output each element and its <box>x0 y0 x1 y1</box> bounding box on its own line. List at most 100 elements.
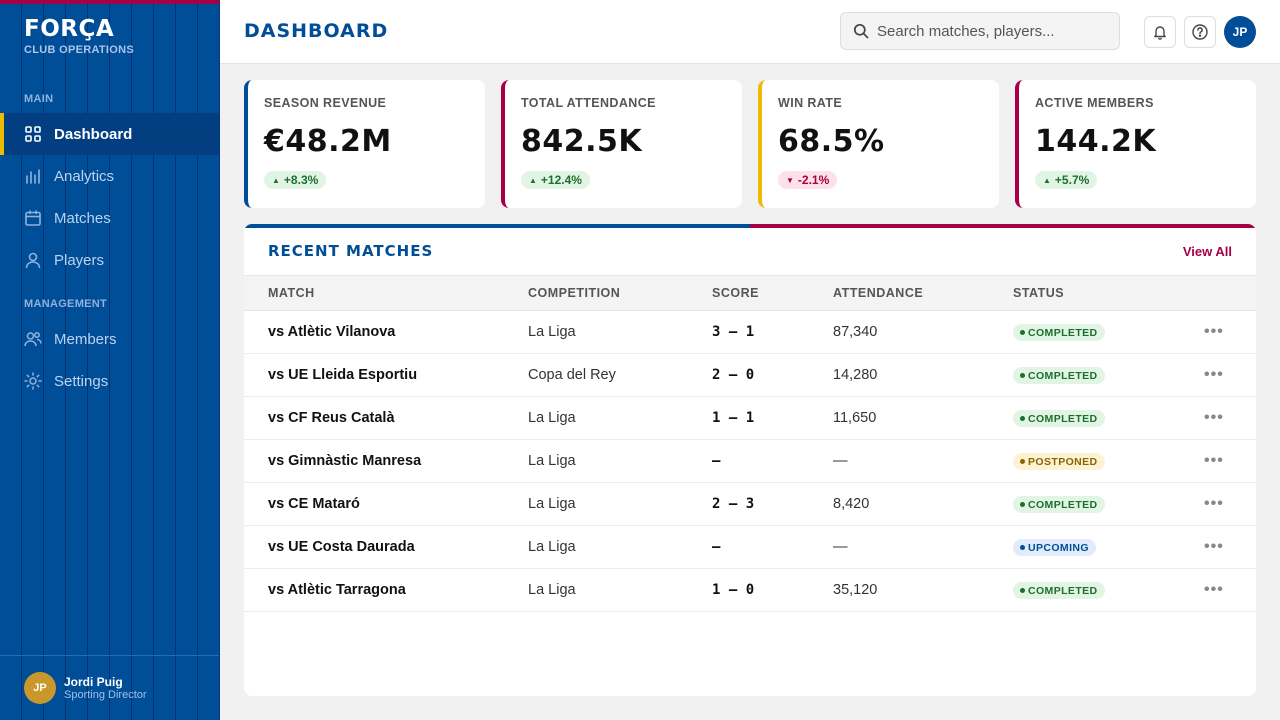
score-cell: – <box>712 453 721 469</box>
kpi-change: +12.4% <box>540 173 582 187</box>
column-header-attendance[interactable]: ATTENDANCE <box>833 286 924 300</box>
nav-section-main: MAIN <box>24 93 54 105</box>
arrow-down-icon: ▼ <box>786 175 794 185</box>
more-options-icon[interactable]: ••• <box>1204 581 1224 598</box>
sidebar-item-label: Matches <box>54 209 111 227</box>
table-row[interactable]: vs UE Lleida Esportiu Copa del Rey 2 – 0 14… <box>244 354 1256 397</box>
status-badge: COMPLETED <box>1013 582 1105 599</box>
score-cell: 3 – 1 <box>712 324 755 340</box>
panel-accent-stripe <box>244 224 1256 228</box>
sidebar-item-label: Analytics <box>54 167 115 185</box>
match-cell[interactable]: vs CE Mataró <box>268 496 360 512</box>
status-badge: COMPLETED <box>1013 496 1105 513</box>
more-options-icon[interactable]: ••• <box>1204 452 1224 469</box>
sidebar-item-settings[interactable]: Settings <box>0 360 219 402</box>
column-header-competition[interactable]: COMPETITION <box>528 286 621 300</box>
kpi-change-badge: ▲ +12.4% <box>521 171 590 189</box>
attendance-cell: — <box>833 453 848 469</box>
bar-chart-icon <box>24 167 42 185</box>
kpi-change: +8.3% <box>283 173 319 187</box>
column-header-status[interactable]: STATUS <box>1013 286 1065 300</box>
match-cell[interactable]: vs Atlètic Tarragona <box>268 582 406 598</box>
recent-matches-panel: RECENT MATCHES View All MATCH COMPETITIO… <box>244 224 1256 696</box>
kpi-change-badge: ▼ -2.1% <box>778 171 838 189</box>
match-cell[interactable]: vs Gimnàstic Manresa <box>268 453 422 469</box>
status-dot-icon <box>1020 459 1025 464</box>
kpi-card-win-rate: WIN RATE 68.5% ▼ -2.1% <box>758 80 999 208</box>
column-header-score[interactable]: SCORE <box>712 286 759 300</box>
competition-cell: La Liga <box>528 453 576 469</box>
table-row[interactable]: vs Atlètic Vilanova La Liga 3 – 1 87,340 COM… <box>244 311 1256 354</box>
table-row[interactable]: vs Gimnàstic Manresa La Liga – — POSTPONED ••… <box>244 440 1256 483</box>
match-cell[interactable]: vs Atlètic Vilanova <box>268 324 396 340</box>
arrow-up-icon: ▲ <box>529 175 537 185</box>
attendance-cell: 87,340 <box>833 324 878 340</box>
search-box[interactable] <box>840 12 1120 50</box>
search-input[interactable] <box>877 22 1107 40</box>
status-label: POSTPONED <box>1028 455 1098 468</box>
table-row[interactable]: vs Atlètic Tarragona La Liga 1 – 0 35,120 CO… <box>244 569 1256 612</box>
match-cell[interactable]: vs UE Costa Daurada <box>268 539 415 555</box>
attendance-cell: — <box>833 539 848 555</box>
status-badge: COMPLETED <box>1013 367 1105 384</box>
status-label: UPCOMING <box>1028 541 1089 554</box>
table-row[interactable]: vs CE Mataró La Liga 2 – 3 8,420 COMPLETED ••… <box>244 483 1256 526</box>
status-badge: UPCOMING <box>1013 539 1096 556</box>
user-avatar-button[interactable]: JP <box>1224 16 1256 48</box>
sidebar-user[interactable]: JP Jordi Puig Sporting Director <box>0 655 219 720</box>
sidebar-item-label: Dashboard <box>54 125 133 143</box>
page-title: DASHBOARD <box>244 20 389 42</box>
match-cell[interactable]: vs CF Reus Català <box>268 410 395 426</box>
attendance-cell: 14,280 <box>833 367 878 383</box>
table-row[interactable]: vs UE Costa Daurada La Liga – — UPCOMING ••• <box>244 526 1256 569</box>
sidebar-item-matches[interactable]: Matches <box>0 197 219 239</box>
kpi-value: 144.2K <box>1035 124 1157 159</box>
more-options-icon[interactable]: ••• <box>1204 495 1224 512</box>
panel-title: RECENT MATCHES <box>268 242 434 260</box>
kpi-card-season-revenue: SEASON REVENUE €48.2M ▲ +8.3% <box>244 80 485 208</box>
sidebar-item-dashboard[interactable]: Dashboard <box>0 113 219 155</box>
more-options-icon[interactable]: ••• <box>1204 323 1224 340</box>
more-options-icon[interactable]: ••• <box>1204 366 1224 383</box>
kpi-label: WIN RATE <box>778 96 843 110</box>
column-header-match[interactable]: MATCH <box>268 286 315 300</box>
view-all-link[interactable]: View All <box>1182 244 1232 259</box>
status-dot-icon <box>1020 373 1025 378</box>
competition-cell: La Liga <box>528 539 576 555</box>
brand-name: FORÇA <box>24 16 115 42</box>
more-options-icon[interactable]: ••• <box>1204 409 1224 426</box>
status-label: COMPLETED <box>1028 326 1098 339</box>
user-name: Jordi Puig <box>64 675 123 689</box>
user-role: Sporting Director <box>64 689 147 701</box>
status-badge: COMPLETED <box>1013 410 1105 427</box>
status-label: COMPLETED <box>1028 498 1098 511</box>
kpi-label: TOTAL ATTENDANCE <box>521 96 656 110</box>
competition-cell: La Liga <box>528 410 576 426</box>
competition-cell: La Liga <box>528 324 576 340</box>
match-cell[interactable]: vs UE Lleida Esportiu <box>268 367 418 383</box>
sidebar-item-players[interactable]: Players <box>0 239 219 281</box>
brand-subtitle: CLUB OPERATIONS <box>24 44 135 56</box>
table-row[interactable]: vs CF Reus Català La Liga 1 – 1 11,650 COMPL… <box>244 397 1256 440</box>
sun-gear-icon <box>24 372 42 390</box>
avatar: JP <box>24 672 56 704</box>
kpi-value: €48.2M <box>264 124 392 159</box>
status-label: COMPLETED <box>1028 584 1098 597</box>
help-button[interactable] <box>1184 16 1216 48</box>
status-badge: POSTPONED <box>1013 453 1105 470</box>
search-icon <box>853 23 869 39</box>
kpi-card-active-members: ACTIVE MEMBERS 144.2K ▲ +5.7% <box>1015 80 1256 208</box>
brand[interactable]: FORÇA CLUB OPERATIONS <box>24 16 134 56</box>
status-dot-icon <box>1020 330 1025 335</box>
calendar-icon <box>24 209 42 227</box>
status-label: COMPLETED <box>1028 369 1098 382</box>
sidebar-item-analytics[interactable]: Analytics <box>0 155 219 197</box>
bell-icon <box>1152 24 1168 40</box>
sidebar-item-members[interactable]: Members <box>0 318 219 360</box>
kpi-change: -2.1% <box>797 173 830 187</box>
sidebar-item-label: Members <box>54 330 117 348</box>
more-options-icon[interactable]: ••• <box>1204 538 1224 555</box>
attendance-cell: 11,650 <box>833 410 877 426</box>
notifications-button[interactable] <box>1144 16 1176 48</box>
sidebar-item-label: Players <box>54 251 105 269</box>
